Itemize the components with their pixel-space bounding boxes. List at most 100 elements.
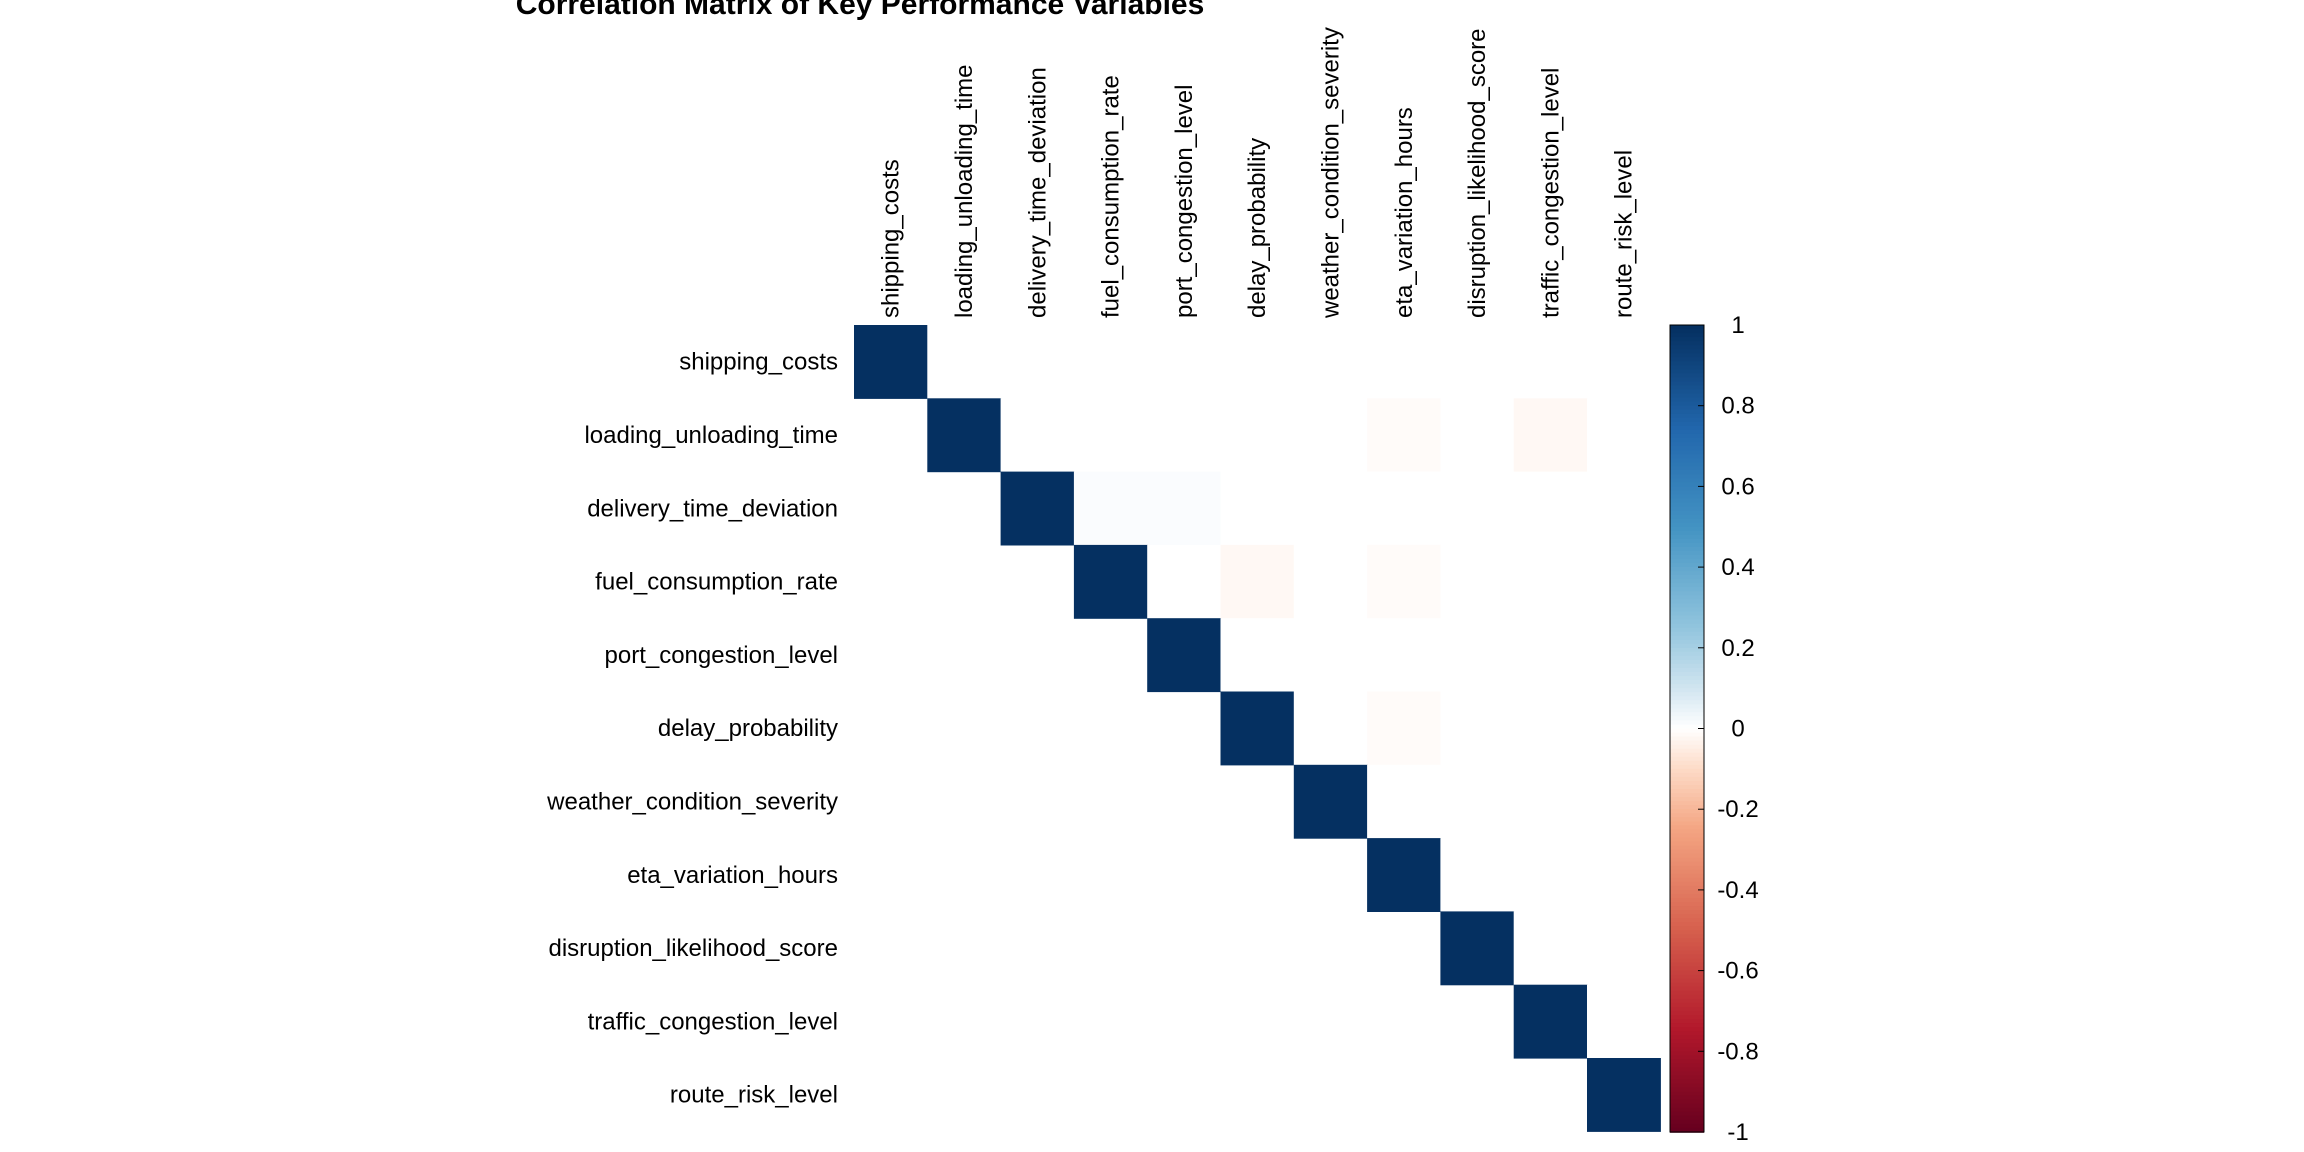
colorbar-segment: [1670, 704, 1704, 710]
colorbar-segment: [1670, 659, 1704, 665]
colorbar-segment: [1670, 829, 1704, 835]
colorbar-segment: [1670, 853, 1704, 859]
colorbar-segment: [1670, 389, 1704, 395]
colorbar-segment: [1670, 736, 1704, 742]
colorbar-segment: [1670, 337, 1704, 342]
colorbar-segment: [1670, 1107, 1704, 1113]
colorbar-segment: [1670, 954, 1704, 960]
colorbar-segment: [1670, 482, 1704, 488]
colorbar-segment: [1670, 974, 1704, 980]
colorbar-segment: [1670, 534, 1704, 540]
colorbar-segment: [1670, 454, 1704, 459]
matrix-cell-delivery_time_deviation-weather_condition_severity: [1293, 471, 1368, 546]
colorbar-segment: [1670, 1006, 1704, 1012]
colorbar-segment: [1670, 369, 1704, 375]
colorbar-segment: [1670, 716, 1704, 722]
colorbar-segment: [1670, 413, 1704, 419]
colorbar-segment: [1670, 546, 1704, 552]
colorbar-segment: [1670, 986, 1704, 992]
colorbar-segment: [1670, 1010, 1704, 1016]
matrix-cell-port_congestion_level-eta_variation_hours: [1367, 618, 1441, 693]
colorbar-segment: [1670, 897, 1704, 903]
colorbar-segment: [1670, 752, 1704, 758]
colorbar-segment: [1670, 518, 1704, 524]
colorbar-segment: [1670, 643, 1704, 649]
colorbar-segment: [1670, 555, 1704, 560]
colorbar-segment: [1670, 801, 1704, 806]
colorbar-segment: [1670, 559, 1704, 564]
row-label-eta_variation_hours: eta_variation_hours: [627, 862, 838, 889]
colorbar-segment: [1670, 789, 1704, 794]
matrix-cell-weather_condition_severity-disruption_likelihood_score: [1440, 764, 1515, 839]
matrix-cell-disruption_likelihood_score-route_risk_level: [1587, 911, 1661, 986]
colorbar-segment: [1670, 1119, 1704, 1125]
colorbar-segment: [1670, 1023, 1704, 1028]
colorbar-segment: [1670, 349, 1704, 355]
colorbar-segment: [1670, 768, 1704, 774]
matrix-cell-delivery_time_deviation-delivery_time_deviation: [1000, 471, 1075, 546]
colorbar-segment: [1670, 474, 1704, 480]
colorbar-segment: [1670, 397, 1704, 403]
chart-title: Correlation Matrix of Key Performance Va…: [516, 0, 1205, 21]
colorbar-label: -0.8: [1717, 1038, 1758, 1065]
matrix-cell-delay_probability-eta_variation_hours: [1367, 691, 1441, 766]
matrix-cell-delivery_time_deviation-fuel_consumption_rate: [1073, 471, 1148, 546]
colorbar-segment: [1670, 865, 1704, 871]
colorbar-segment: [1670, 780, 1704, 786]
colorbar-segment: [1670, 567, 1704, 572]
colorbar-segment: [1670, 361, 1704, 367]
colorbar-segment: [1670, 720, 1704, 726]
colorbar-segment: [1670, 1095, 1704, 1101]
colorbar-segment: [1670, 663, 1704, 669]
colorbar-segment: [1670, 631, 1704, 637]
colorbar-segment: [1670, 760, 1704, 766]
colorbar-segment: [1670, 805, 1704, 810]
colorbar-segment: [1670, 607, 1704, 613]
matrix-cell-loading_unloading_time-weather_condition_severity: [1293, 398, 1368, 473]
matrix-cell-delay_probability-disruption_likelihood_score: [1440, 691, 1515, 766]
matrix-cell-loading_unloading_time-traffic_congestion_level: [1513, 398, 1588, 473]
colorbar-label: 0: [1731, 716, 1744, 743]
colorbar-segment: [1670, 728, 1704, 734]
colorbar-segment: [1670, 966, 1704, 972]
matrix-cell-fuel_consumption_rate-weather_condition_severity: [1293, 544, 1368, 619]
matrix-cell-weather_condition_severity-weather_condition_severity: [1293, 764, 1368, 839]
colorbar-segment: [1670, 934, 1704, 940]
colorbar-segment: [1670, 1083, 1704, 1089]
colorbar-segment: [1670, 591, 1704, 597]
matrix-cell-shipping_costs-port_congestion_level: [1147, 325, 1222, 399]
colorbar-segment: [1670, 1055, 1704, 1061]
matrix-cell-traffic_congestion_level-traffic_congestion_level: [1513, 984, 1588, 1059]
colorbar-segment: [1670, 692, 1704, 698]
matrix-cell-fuel_consumption_rate-port_congestion_level: [1147, 544, 1222, 619]
colorbar-segment: [1670, 772, 1704, 778]
colorbar-segment: [1670, 869, 1704, 875]
colorbar-segment: [1670, 462, 1704, 468]
colorbar-segment: [1670, 417, 1704, 423]
colorbar-segment: [1670, 797, 1704, 802]
colorbar-segment: [1670, 514, 1704, 520]
colorbar-segment: [1670, 740, 1704, 746]
colorbar-segment: [1670, 926, 1704, 932]
matrix-cell-fuel_consumption_rate-fuel_consumption_rate: [1073, 544, 1148, 619]
matrix-cell-delivery_time_deviation-disruption_likelihood_score: [1440, 471, 1515, 546]
colorbar-segment: [1670, 639, 1704, 645]
colorbar-segment: [1670, 914, 1704, 919]
colorbar-segment: [1670, 1039, 1704, 1045]
colorbar-segment: [1670, 1019, 1704, 1024]
colorbar-segment: [1670, 599, 1704, 605]
colorbar-segment: [1670, 845, 1704, 851]
matrix-cell-eta_variation_hours-traffic_congestion_level: [1513, 838, 1588, 912]
colorbar-segment: [1670, 893, 1704, 899]
colorbar-segment: [1670, 1002, 1704, 1008]
colorbar-segment: [1670, 1014, 1704, 1020]
colorbar-segment: [1670, 970, 1704, 976]
colorbar-segment: [1670, 458, 1704, 463]
colorbar-segment: [1670, 712, 1704, 718]
colorbar-segment: [1670, 542, 1704, 548]
colorbar-segment: [1670, 478, 1704, 484]
matrix-cell-loading_unloading_time-loading_unloading_time: [927, 398, 1002, 473]
matrix-cell-fuel_consumption_rate-route_risk_level: [1587, 544, 1661, 619]
colorbar-segment: [1670, 498, 1704, 504]
